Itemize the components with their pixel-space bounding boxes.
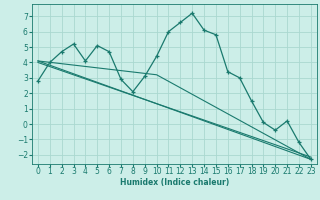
X-axis label: Humidex (Indice chaleur): Humidex (Indice chaleur) [120, 178, 229, 187]
